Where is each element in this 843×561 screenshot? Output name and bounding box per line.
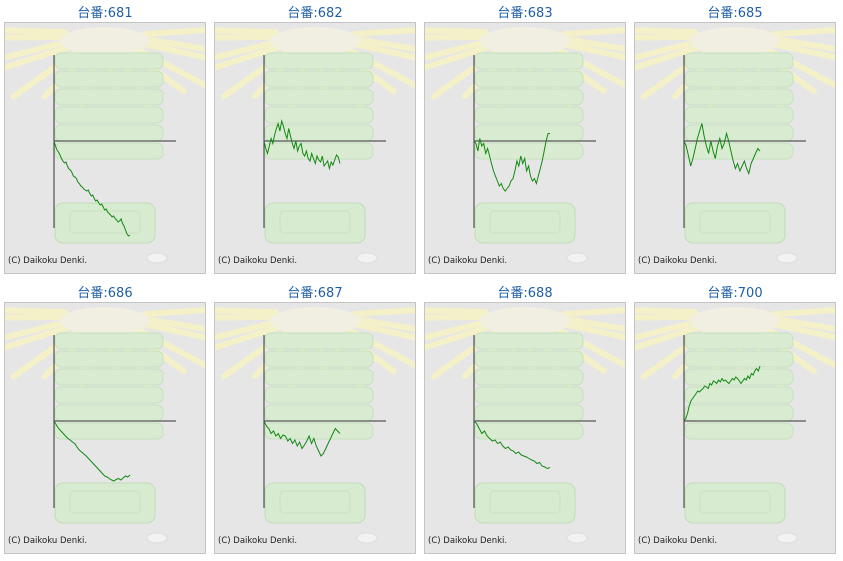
slump-graph	[215, 307, 415, 544]
machine-cell-4: 台番:685 (C) Daikoku Denki.	[630, 0, 840, 280]
slump-series-line	[683, 365, 761, 422]
machine-cell-7: 台番:688 (C) Daikoku Denki.	[420, 280, 630, 560]
machine-number-title[interactable]: 台番:681	[77, 6, 133, 21]
machine-number-title[interactable]: 台番:687	[287, 286, 343, 301]
machine-cell-8: 台番:700 (C) Daikoku Denki.	[630, 280, 840, 560]
machine-watermark-image	[635, 27, 835, 264]
machine-cell-2: 台番:682 (C) Daikoku Denki.	[210, 0, 420, 280]
machine-watermark-image	[635, 307, 835, 544]
slump-graph-panel: (C) Daikoku Denki.	[4, 22, 206, 274]
slump-graph-panel: (C) Daikoku Denki.	[424, 22, 626, 274]
machine-cell-6: 台番:687 (C) Daikoku Denki.	[210, 280, 420, 560]
copyright-text: (C) Daikoku Denki.	[8, 256, 88, 266]
slump-graph	[5, 307, 205, 544]
machine-watermark-image	[5, 27, 205, 264]
copyright-text: (C) Daikoku Denki.	[218, 256, 298, 266]
slump-graph-panel: (C) Daikoku Denki.	[634, 302, 836, 554]
machine-number-title[interactable]: 台番:686	[77, 286, 133, 301]
copyright-text: (C) Daikoku Denki.	[218, 536, 298, 546]
copyright-text: (C) Daikoku Denki.	[638, 536, 718, 546]
machine-watermark-image	[215, 307, 415, 544]
slump-series-line	[473, 133, 550, 192]
machine-cell-5: 台番:686 (C) Daikoku Denki.	[0, 280, 210, 560]
slump-graph-panel: (C) Daikoku Denki.	[4, 302, 206, 554]
slump-graph	[635, 307, 835, 544]
slump-series-line	[53, 420, 131, 482]
slump-graph	[425, 27, 625, 264]
slump-series-line	[683, 123, 761, 176]
machine-number-title[interactable]: 台番:688	[497, 286, 553, 301]
slump-graph-panel: (C) Daikoku Denki.	[214, 22, 416, 274]
machine-number-title[interactable]: 台番:683	[497, 6, 553, 21]
machine-cell-3: 台番:683 (C) Daikoku Denki.	[420, 0, 630, 280]
copyright-text: (C) Daikoku Denki.	[428, 256, 508, 266]
slump-series-line	[53, 140, 131, 237]
machine-number-title[interactable]: 台番:682	[287, 6, 343, 21]
copyright-text: (C) Daikoku Denki.	[8, 536, 88, 546]
slump-graph-panel: (C) Daikoku Denki.	[214, 302, 416, 554]
machine-watermark-image	[425, 307, 625, 544]
slump-graph	[5, 27, 205, 264]
slump-series-line	[263, 119, 341, 171]
slump-graph	[635, 27, 835, 264]
copyright-text: (C) Daikoku Denki.	[638, 256, 718, 266]
machine-watermark-image	[425, 27, 625, 264]
slump-series-line	[473, 420, 551, 470]
slump-graph-panel: (C) Daikoku Denki.	[634, 22, 836, 274]
slump-graph	[215, 27, 415, 264]
machine-watermark-image	[215, 27, 415, 264]
machine-number-title[interactable]: 台番:685	[707, 6, 763, 21]
slump-series-line	[263, 420, 341, 457]
copyright-text: (C) Daikoku Denki.	[428, 536, 508, 546]
machine-cell-1: 台番:681 (C) Daikoku Denki.	[0, 0, 210, 280]
slump-graph	[425, 307, 625, 544]
machine-watermark-image	[5, 307, 205, 544]
slump-graph-panel: (C) Daikoku Denki.	[424, 302, 626, 554]
machine-number-title[interactable]: 台番:700	[707, 286, 763, 301]
